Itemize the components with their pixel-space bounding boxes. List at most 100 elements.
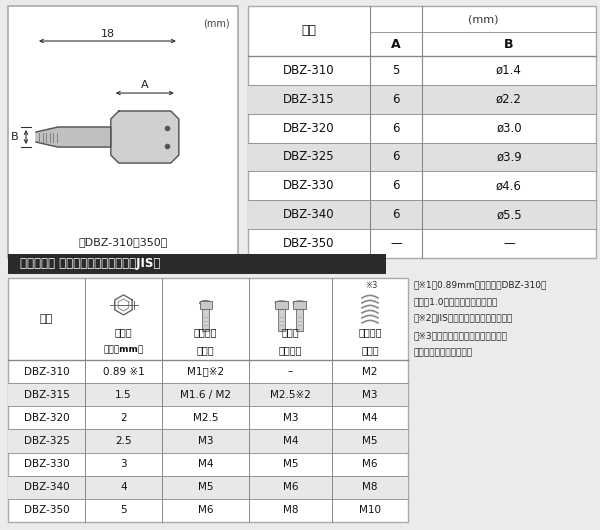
Text: DBZ-340: DBZ-340	[283, 208, 335, 221]
Text: DBZ-310: DBZ-310	[23, 367, 70, 377]
Bar	[293, 301, 306, 309]
Text: には「1.0」と印字しています。: には「1.0」と印字しています。	[413, 297, 497, 306]
Text: 6: 6	[392, 93, 400, 106]
Text: DBZ-330: DBZ-330	[23, 459, 70, 469]
Text: ø3.9: ø3.9	[496, 151, 522, 163]
Text: 品番: 品番	[302, 24, 317, 38]
Text: DBZ-315: DBZ-315	[23, 390, 70, 400]
Text: （※2）JISに準拠しないサイズです。: （※2）JISに準拠しないサイズです。	[413, 314, 512, 323]
Text: DBZ-315: DBZ-315	[283, 93, 335, 106]
Bar	[275, 301, 288, 309]
Bar	[8, 476, 408, 499]
Text: 18: 18	[100, 29, 115, 39]
Text: キャップ: キャップ	[194, 327, 217, 337]
Text: M2.5: M2.5	[193, 413, 218, 423]
Text: M1.6 / M2: M1.6 / M2	[180, 390, 231, 400]
Text: M6: M6	[283, 482, 298, 492]
Text: ø5.5: ø5.5	[496, 208, 522, 221]
Text: 5: 5	[120, 506, 127, 516]
Bar	[199, 301, 212, 309]
Text: B: B	[504, 38, 514, 50]
Text: DBZ-340: DBZ-340	[23, 482, 70, 492]
Bar	[8, 429, 408, 453]
Polygon shape	[111, 111, 179, 163]
Text: 【DBZ-310～350】: 【DBZ-310～350】	[79, 237, 167, 247]
Text: 3: 3	[120, 459, 127, 469]
Bar	[278, 309, 285, 331]
Text: M3: M3	[198, 436, 213, 446]
Text: DBZ-325: DBZ-325	[283, 151, 335, 163]
Text: (mm): (mm)	[468, 15, 498, 25]
Text: M2: M2	[362, 367, 378, 377]
Bar	[202, 309, 209, 331]
Text: M6: M6	[362, 459, 378, 469]
Text: （※3）固着したホーローセットには: （※3）固着したホーローセットには	[413, 331, 507, 340]
Text: ø4.6: ø4.6	[496, 179, 522, 192]
Text: DBZ-325: DBZ-325	[23, 436, 70, 446]
Text: DBZ-330: DBZ-330	[283, 179, 335, 192]
Text: M3: M3	[362, 390, 378, 400]
Text: —: —	[390, 237, 402, 250]
Text: 6: 6	[392, 208, 400, 221]
Text: ø3.0: ø3.0	[496, 122, 522, 135]
Ellipse shape	[275, 301, 288, 305]
Bar	[8, 6, 238, 258]
Text: M4: M4	[198, 459, 213, 469]
Text: 対辺（mm）: 対辺（mm）	[103, 346, 143, 355]
Text: M3: M3	[283, 413, 298, 423]
Text: 6: 6	[392, 151, 400, 163]
Text: –: –	[288, 367, 293, 377]
Text: 4: 4	[120, 482, 127, 492]
Ellipse shape	[293, 301, 306, 305]
Text: 2: 2	[120, 413, 127, 423]
Text: 1.5: 1.5	[115, 390, 132, 400]
Bar	[8, 383, 408, 407]
Text: M8: M8	[283, 506, 298, 516]
Text: M1　※2: M1 ※2	[187, 367, 224, 377]
Text: ø1.4: ø1.4	[496, 64, 522, 77]
Text: A: A	[141, 80, 149, 90]
Text: 品番: 品番	[40, 314, 53, 324]
Text: ボタン: ボタン	[281, 327, 299, 337]
Bar	[8, 278, 408, 522]
Text: M5: M5	[283, 459, 298, 469]
Ellipse shape	[199, 301, 212, 305]
Bar	[248, 200, 596, 229]
Polygon shape	[36, 127, 111, 147]
Text: DBZ-320: DBZ-320	[283, 122, 335, 135]
Text: 2.5: 2.5	[115, 436, 132, 446]
Text: 6: 6	[392, 179, 400, 192]
Text: DBZ-350: DBZ-350	[283, 237, 335, 250]
Text: M2.5※2: M2.5※2	[270, 390, 311, 400]
Text: （※1）0.89mm用ビット（DBZ-310）: （※1）0.89mm用ビット（DBZ-310）	[413, 280, 547, 289]
Text: 5: 5	[392, 64, 400, 77]
Text: DBZ-310: DBZ-310	[283, 64, 335, 77]
Text: DBZ-320: DBZ-320	[23, 413, 70, 423]
Text: ホーロー: ホーロー	[358, 327, 382, 337]
Text: B: B	[10, 132, 18, 142]
Bar	[8, 254, 386, 274]
Text: ネジモグラ 極短・ミドル　対応表（JIS）: ネジモグラ 極短・ミドル 対応表（JIS）	[20, 258, 160, 270]
Text: 使用しないでください。: 使用しないでください。	[413, 348, 472, 357]
Text: M4: M4	[283, 436, 298, 446]
Text: ø2.2: ø2.2	[496, 93, 522, 106]
Text: M5: M5	[362, 436, 378, 446]
Bar	[248, 6, 596, 258]
Text: DBZ-350: DBZ-350	[23, 506, 70, 516]
Text: 0.89 ※1: 0.89 ※1	[103, 367, 145, 377]
Text: セット: セット	[361, 345, 379, 355]
Text: ボルト: ボルト	[197, 345, 214, 355]
Text: M6: M6	[198, 506, 213, 516]
Text: 六角穴: 六角穴	[115, 327, 133, 337]
Text: ※3: ※3	[365, 281, 378, 290]
Bar	[248, 143, 596, 171]
Text: M5: M5	[198, 482, 213, 492]
Bar	[296, 309, 303, 331]
Text: 皿ボルト: 皿ボルト	[279, 345, 302, 355]
Text: M10: M10	[359, 506, 381, 516]
Text: (mm): (mm)	[203, 18, 230, 28]
Text: M4: M4	[362, 413, 378, 423]
Text: —: —	[503, 237, 515, 250]
Text: 6: 6	[392, 122, 400, 135]
Text: A: A	[391, 38, 401, 50]
